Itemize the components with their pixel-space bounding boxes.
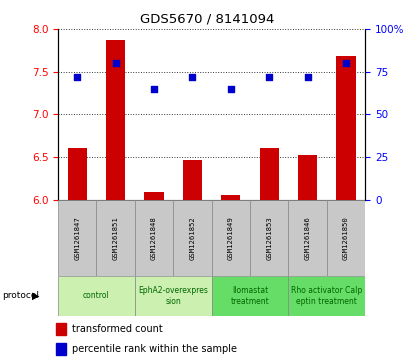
Text: GDS5670 / 8141094: GDS5670 / 8141094 — [140, 13, 275, 26]
Bar — [288, 200, 327, 276]
Text: GSM1261852: GSM1261852 — [190, 216, 195, 260]
Bar — [135, 200, 173, 276]
Text: Rho activator Calp
eptin treatment: Rho activator Calp eptin treatment — [291, 286, 362, 306]
Text: protocol: protocol — [2, 291, 39, 300]
Bar — [135, 276, 212, 316]
Bar — [173, 200, 212, 276]
Bar — [298, 155, 317, 200]
Point — [304, 74, 311, 80]
Text: GSM1261849: GSM1261849 — [228, 216, 234, 260]
Point — [189, 74, 196, 80]
Text: percentile rank within the sample: percentile rank within the sample — [72, 344, 237, 354]
Bar — [56, 343, 66, 355]
Bar — [337, 56, 356, 200]
Bar — [56, 323, 66, 335]
Bar — [260, 148, 279, 200]
Text: control: control — [83, 291, 110, 300]
Bar — [58, 276, 135, 316]
Bar — [327, 200, 365, 276]
Point — [151, 86, 157, 91]
Bar — [288, 276, 365, 316]
Point — [343, 60, 349, 66]
Bar — [106, 40, 125, 200]
Text: GSM1261846: GSM1261846 — [305, 216, 310, 260]
Bar — [58, 200, 96, 276]
Bar — [212, 200, 250, 276]
Bar — [96, 200, 135, 276]
Text: ▶: ▶ — [32, 291, 39, 301]
Bar — [250, 200, 288, 276]
Text: GSM1261848: GSM1261848 — [151, 216, 157, 260]
Text: GSM1261851: GSM1261851 — [113, 216, 119, 260]
Text: transformed count: transformed count — [72, 325, 163, 334]
Bar — [183, 160, 202, 200]
Text: EphA2-overexpres
sion: EphA2-overexpres sion — [138, 286, 208, 306]
Text: GSM1261847: GSM1261847 — [74, 216, 80, 260]
Text: GSM1261853: GSM1261853 — [266, 216, 272, 260]
Text: GSM1261850: GSM1261850 — [343, 216, 349, 260]
Bar — [144, 192, 164, 200]
Point — [112, 60, 119, 66]
Point — [227, 86, 234, 91]
Point — [266, 74, 273, 80]
Bar — [68, 148, 87, 200]
Bar — [212, 276, 288, 316]
Bar — [221, 195, 240, 200]
Point — [74, 74, 81, 80]
Text: Ilomastat
treatment: Ilomastat treatment — [231, 286, 269, 306]
